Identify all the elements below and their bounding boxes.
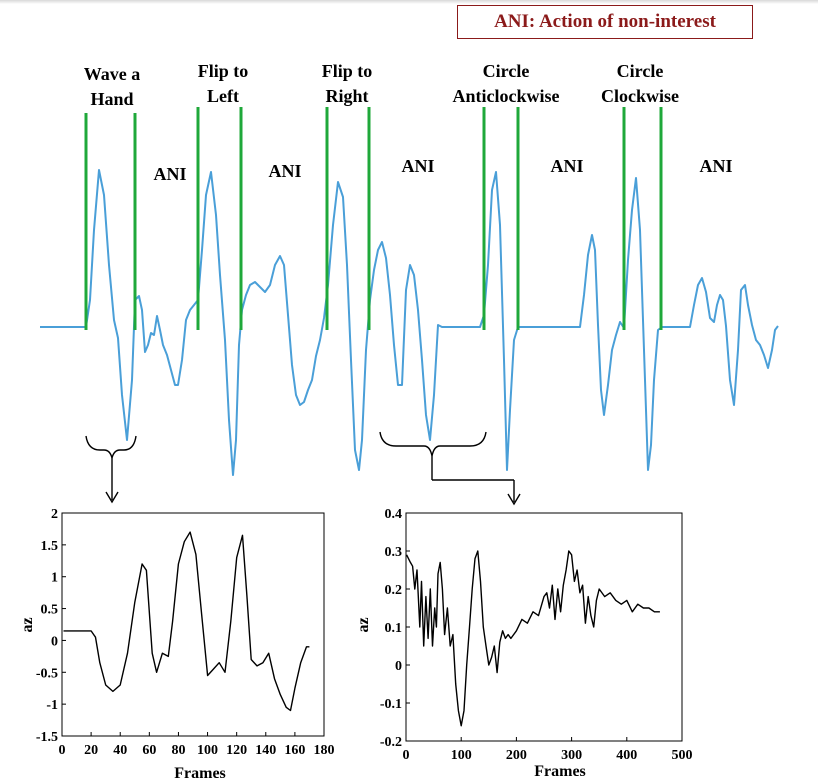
ani-label-1: ANI (153, 164, 186, 184)
sub1-xtick-label: 140 (255, 743, 276, 758)
subplot-right-xlabel: Frames (534, 763, 586, 780)
sub1-xtick-label: 80 (171, 743, 185, 758)
gesture-right-line2: Right (325, 86, 368, 106)
sub2-ytick-label: 0 (395, 659, 402, 674)
sub1-xtick-label: 0 (59, 743, 66, 758)
sub2-ytick-label: -0.1 (380, 697, 402, 712)
gesture-anticlock-line1: Circle (483, 61, 530, 81)
gesture-wave-line1: Wave a (84, 64, 141, 84)
sub1-xtick-label: 60 (142, 743, 156, 758)
sub1-ytick-label: 0.5 (41, 603, 59, 618)
sub2-xtick-label: 100 (451, 748, 472, 763)
sub1-xtick-label: 120 (226, 743, 247, 758)
brace-left (85, 435, 137, 504)
subplot-left: -1.5 -1 -0.5 0 0.5 1 1.5 2 0 20 40 60 80 100 120 140 16… (19, 507, 335, 781)
subplot-right-frame (405, 512, 683, 742)
subplot-right-yticks: -0.2 -0.1 0 0.1 0.2 0.3 0.4 (380, 507, 410, 750)
gesture-labels: Wave a Hand Flip to Left Flip to Right C… (84, 61, 679, 109)
gesture-wave-line2: Hand (90, 89, 133, 109)
subplot-left-xlabel: Frames (174, 765, 226, 781)
sub2-xtick-label: 200 (506, 748, 527, 763)
subplot-left-yticks: -1.5 -1 -0.5 0 0.5 1 1.5 2 (36, 507, 66, 745)
sub1-xtick-label: 20 (84, 743, 98, 758)
sub2-xtick-label: 400 (616, 748, 637, 763)
ani-label-4: ANI (550, 156, 583, 176)
sub1-ytick-label: 1.5 (41, 539, 59, 554)
ani-label-5: ANI (699, 156, 732, 176)
sub1-xtick-label: 160 (284, 743, 305, 758)
ani-label-3: ANI (401, 156, 434, 176)
sub2-ytick-label: 0.1 (385, 621, 403, 636)
sub1-ytick-label: 0 (51, 634, 58, 649)
sub1-xtick-label: 40 (113, 743, 127, 758)
subplot-left-ylabel: az (19, 617, 36, 632)
brace-right (379, 431, 521, 506)
gesture-right-line1: Flip to (322, 61, 373, 81)
legend-box: ANI: Action of non-interest (457, 5, 753, 39)
sub1-xtick-label: 100 (197, 743, 218, 758)
gesture-markers (84, 107, 663, 330)
subplot-right-series (405, 550, 660, 727)
sub1-ytick-label: -1 (46, 698, 58, 713)
gesture-left-line1: Flip to (198, 61, 249, 81)
subplot-left-xticks: 0 20 40 60 80 100 120 140 160 180 (59, 732, 335, 758)
subplot-left-series (63, 531, 310, 712)
gesture-anticlock-line2: Anticlockwise (453, 86, 560, 106)
sub2-ytick-label: -0.2 (380, 735, 402, 750)
sub1-ytick-label: -1.5 (36, 730, 58, 745)
sub2-ytick-label: 0.3 (385, 545, 403, 560)
sub2-ytick-label: 0.2 (385, 583, 403, 598)
sub1-ytick-label: 2 (51, 507, 58, 522)
gesture-left-line2: Left (207, 86, 239, 106)
sub2-xtick-label: 500 (672, 748, 693, 763)
ani-labels: ANI ANI ANI ANI ANI (153, 156, 732, 184)
gesture-clock-line1: Circle (617, 61, 664, 81)
sub1-xtick-label: 180 (314, 743, 335, 758)
sub1-ytick-label: -0.5 (36, 666, 58, 681)
sub1-ytick-label: 1 (51, 571, 58, 586)
gesture-clock-line2: Clockwise (601, 86, 679, 106)
subplot-right: -0.2 -0.1 0 0.1 0.2 0.3 0.4 0 100 200 300 400 500 F… (355, 507, 693, 780)
subplot-left-frame (61, 512, 325, 737)
ani-label-2: ANI (268, 161, 301, 181)
subplot-right-ylabel: az (355, 617, 372, 632)
overview-signal (40, 169, 779, 476)
top-divider (0, 0, 818, 4)
sub2-ytick-label: 0.4 (385, 507, 403, 522)
overview-signal-group (40, 169, 779, 476)
subplot-right-xticks: 0 100 200 300 400 500 (403, 737, 693, 763)
sub2-xtick-label: 0 (403, 748, 410, 763)
sub2-xtick-label: 300 (561, 748, 582, 763)
